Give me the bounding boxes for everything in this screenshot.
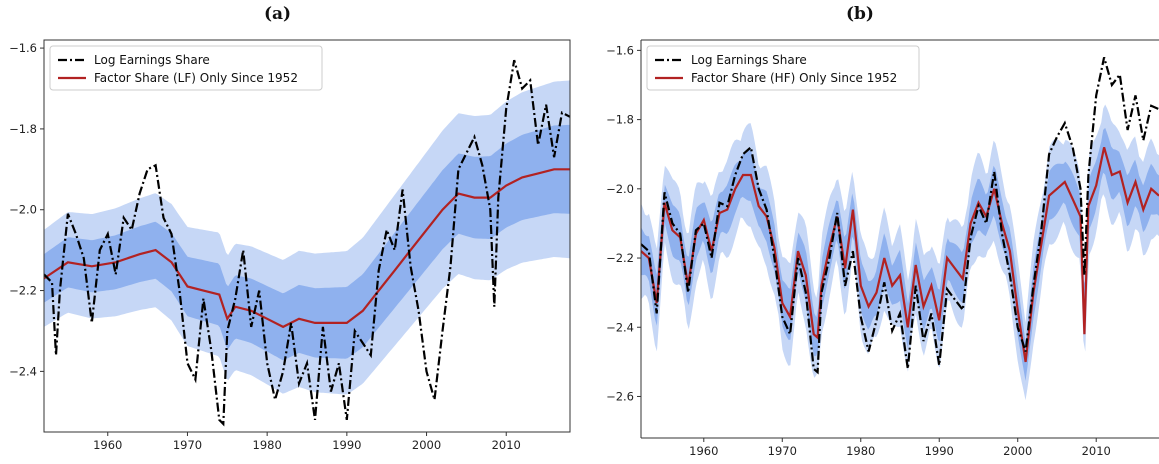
axes-frame xyxy=(43,39,571,433)
factor-share-line xyxy=(641,147,1159,363)
x-tick-label: 1980 xyxy=(253,438,282,452)
x-tick-label: 1960 xyxy=(689,444,718,458)
y-tick-label: −1.6 xyxy=(9,41,37,55)
x-tick-label: 1970 xyxy=(173,438,202,452)
y-tick-label: −2.2 xyxy=(9,284,37,298)
legend: Log Earnings Share Factor Share (LF) Only… xyxy=(49,45,323,91)
y-tick-label: −1.6 xyxy=(606,43,634,57)
x-tick-label: 2000 xyxy=(412,438,441,452)
x-tick-label: 1960 xyxy=(93,438,122,452)
y-tick-label: −1.8 xyxy=(9,122,37,136)
x-tick-label: 1990 xyxy=(925,444,954,458)
legend-box xyxy=(646,45,920,91)
legend-label-factor: Factor Share (LF) Only Since 1952 xyxy=(94,71,298,85)
x-tick-label: 1970 xyxy=(768,444,797,458)
chart-panel-a: 1960 1970 1980 1990 2000 2010 −2.4 −2.2 −2.0 −1.8… xyxy=(9,39,571,452)
legend: Log Earnings Share Factor Share (HF) Only… xyxy=(646,45,920,91)
y-tick-label: −2.4 xyxy=(606,320,634,334)
legend-label-factor: Factor Share (HF) Only Since 1952 xyxy=(691,71,897,85)
y-tick-label: −2.2 xyxy=(606,251,634,265)
legend-box xyxy=(49,45,323,91)
panel-a-title: (a) xyxy=(264,4,292,24)
legend-label-earnings: Log Earnings Share xyxy=(691,53,807,67)
y-tick-label: −2.0 xyxy=(606,182,634,196)
y-tick-label: −2.4 xyxy=(9,364,37,378)
plot-area xyxy=(641,57,1159,401)
x-tick-label: 1980 xyxy=(846,444,875,458)
factor-share-line xyxy=(44,168,570,329)
legend-label-earnings: Log Earnings Share xyxy=(94,53,210,67)
y-tick-label: −2.6 xyxy=(606,389,634,403)
x-tick-label: 1990 xyxy=(332,438,361,452)
x-tick-label: 2010 xyxy=(492,438,521,452)
log-earnings-share-line xyxy=(641,57,1159,375)
inner-confidence-band xyxy=(44,124,570,361)
panel-b-title: (b) xyxy=(846,4,874,24)
y-tick-label: −1.8 xyxy=(606,113,634,127)
y-tick-label: −2.0 xyxy=(9,203,37,217)
chart-panel-b: 1960 1970 1980 1990 2000 2010 −2.6 −2.4 −2.2 −2.0… xyxy=(606,39,1159,458)
log-earnings-share-line xyxy=(44,59,570,427)
plot-area xyxy=(44,59,570,427)
x-tick-label: 2000 xyxy=(1003,444,1032,458)
outer-confidence-band xyxy=(44,80,570,395)
x-tick-label: 2010 xyxy=(1082,444,1111,458)
